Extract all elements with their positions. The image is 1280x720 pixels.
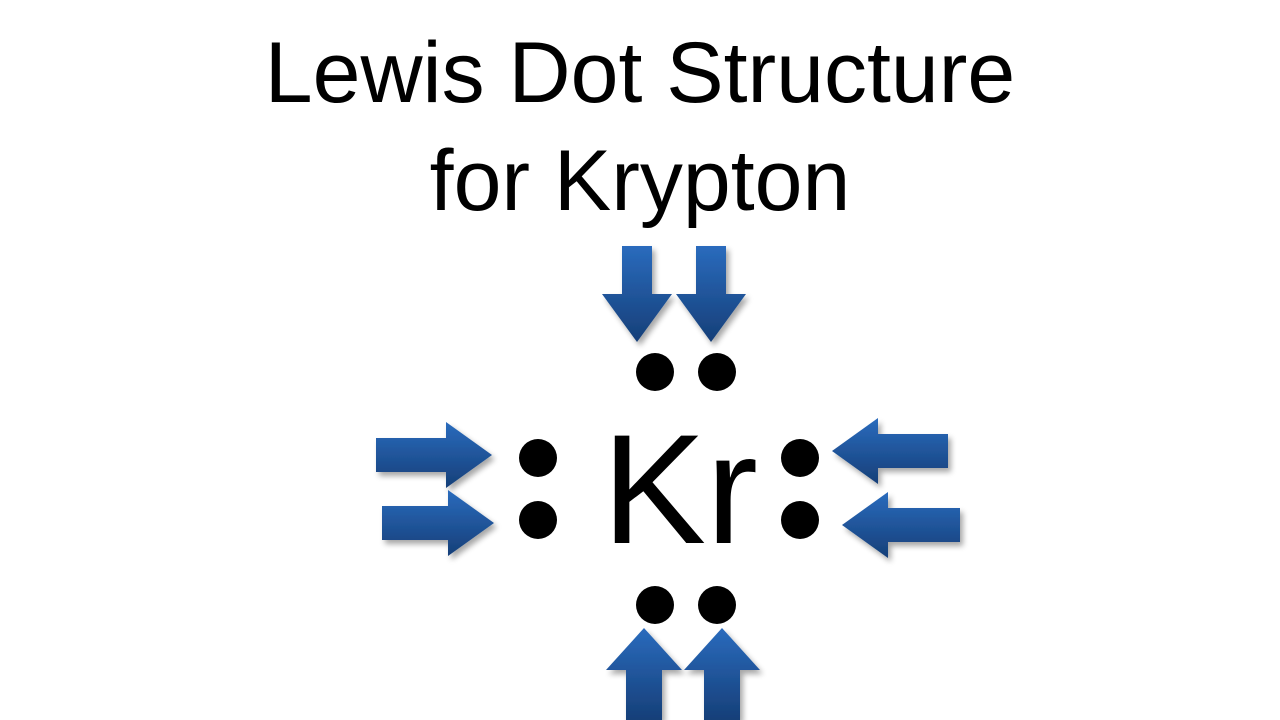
electron-dot [519, 439, 557, 477]
arrow-icon [602, 246, 672, 342]
electron-dot [781, 439, 819, 477]
arrow-icon [676, 246, 746, 342]
arrows-top [602, 246, 746, 342]
arrow-icon [684, 628, 760, 720]
arrow-icon [842, 492, 960, 558]
arrow-icon [376, 422, 492, 488]
electron-dot [781, 501, 819, 539]
electron-dot [636, 586, 674, 624]
arrow-icon [382, 490, 494, 556]
electron-dot [698, 586, 736, 624]
arrow-icon [832, 418, 948, 484]
electron-dot [636, 353, 674, 391]
element-symbol: Kr [602, 403, 758, 577]
electron-pair-bottom [636, 586, 736, 624]
title-line-1: Lewis Dot Structure [264, 25, 1016, 121]
arrows-bottom [606, 628, 760, 720]
title-line-2: for Krypton [429, 133, 851, 229]
electron-pair-top [636, 353, 736, 391]
electron-pair-right [781, 439, 819, 539]
electron-dot [698, 353, 736, 391]
arrows-left [376, 422, 494, 556]
arrows-right [832, 418, 960, 558]
electron-pair-left [519, 439, 557, 539]
arrow-icon [606, 628, 682, 720]
electron-dot [519, 501, 557, 539]
